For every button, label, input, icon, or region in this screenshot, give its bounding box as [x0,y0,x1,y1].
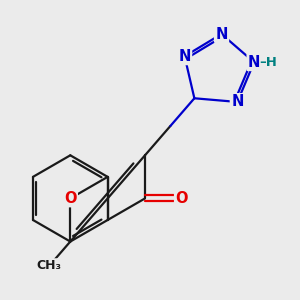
Text: N: N [248,55,260,70]
Text: N: N [231,94,244,110]
Text: CH₃: CH₃ [37,260,62,272]
Text: O: O [64,191,76,206]
Text: –H: –H [259,56,277,69]
Text: N: N [178,49,191,64]
Text: N: N [215,26,228,41]
Text: O: O [176,191,188,206]
